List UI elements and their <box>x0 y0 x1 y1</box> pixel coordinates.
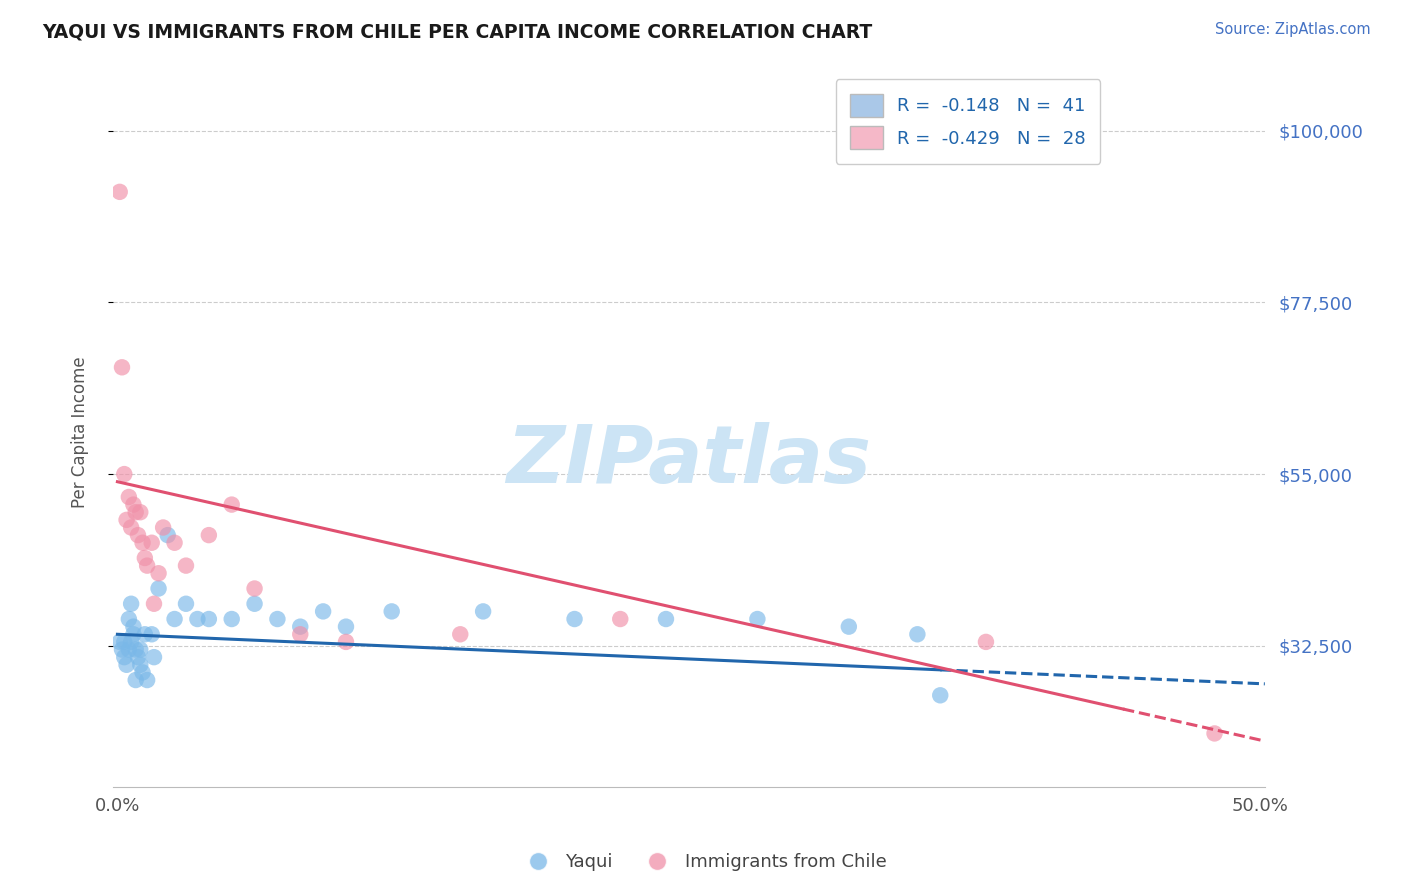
Point <box>131 535 153 549</box>
Point <box>838 620 860 634</box>
Point <box>335 620 357 634</box>
Y-axis label: Per Capita Income: Per Capita Income <box>72 356 89 508</box>
Point <box>564 612 586 626</box>
Point <box>115 657 138 672</box>
Point <box>655 612 678 626</box>
Point <box>118 612 141 626</box>
Text: Source: ZipAtlas.com: Source: ZipAtlas.com <box>1215 22 1371 37</box>
Point <box>186 612 208 626</box>
Point <box>108 635 131 649</box>
Point <box>472 604 495 618</box>
Point <box>449 627 471 641</box>
Point <box>198 612 221 626</box>
Legend: Yaqui, Immigrants from Chile: Yaqui, Immigrants from Chile <box>512 847 894 879</box>
Point <box>243 597 266 611</box>
Point <box>163 612 186 626</box>
Legend: R =  -0.148   N =  41, R =  -0.429   N =  28: R = -0.148 N = 41, R = -0.429 N = 28 <box>835 79 1101 164</box>
Point <box>125 642 148 657</box>
Point <box>290 627 312 641</box>
Point <box>131 665 153 680</box>
Point <box>221 612 243 626</box>
Point <box>136 558 159 573</box>
Point <box>381 604 404 618</box>
Point <box>134 627 156 641</box>
Point <box>747 612 769 626</box>
Point <box>112 467 135 481</box>
Point <box>243 582 266 596</box>
Point <box>905 627 928 641</box>
Point <box>974 635 997 649</box>
Point <box>111 642 134 657</box>
Point <box>122 498 145 512</box>
Point <box>609 612 631 626</box>
Point <box>120 635 142 649</box>
Point <box>125 505 148 519</box>
Point <box>122 620 145 634</box>
Point <box>143 597 166 611</box>
Point <box>129 657 152 672</box>
Text: YAQUI VS IMMIGRANTS FROM CHILE PER CAPITA INCOME CORRELATION CHART: YAQUI VS IMMIGRANTS FROM CHILE PER CAPIT… <box>42 22 873 41</box>
Point <box>134 551 156 566</box>
Point <box>163 535 186 549</box>
Point <box>290 620 312 634</box>
Point <box>266 612 288 626</box>
Point <box>148 566 170 581</box>
Point <box>127 650 149 665</box>
Point <box>122 627 145 641</box>
Point <box>143 650 166 665</box>
Point <box>129 642 152 657</box>
Point <box>115 513 138 527</box>
Point <box>156 528 179 542</box>
Point <box>108 185 131 199</box>
Point <box>112 650 135 665</box>
Point <box>136 673 159 687</box>
Point <box>112 635 135 649</box>
Point <box>152 520 174 534</box>
Point <box>111 360 134 375</box>
Point <box>120 520 142 534</box>
Point <box>929 688 952 702</box>
Point <box>118 490 141 504</box>
Point <box>125 673 148 687</box>
Point <box>118 642 141 657</box>
Point <box>335 635 357 649</box>
Point <box>174 558 197 573</box>
Point <box>129 505 152 519</box>
Point <box>148 582 170 596</box>
Point <box>1204 726 1226 740</box>
Point <box>198 528 221 542</box>
Point <box>120 597 142 611</box>
Text: ZIPatlas: ZIPatlas <box>506 422 872 500</box>
Point <box>141 535 163 549</box>
Point <box>221 498 243 512</box>
Point <box>174 597 197 611</box>
Point <box>312 604 335 618</box>
Point <box>127 528 149 542</box>
Point <box>141 627 163 641</box>
